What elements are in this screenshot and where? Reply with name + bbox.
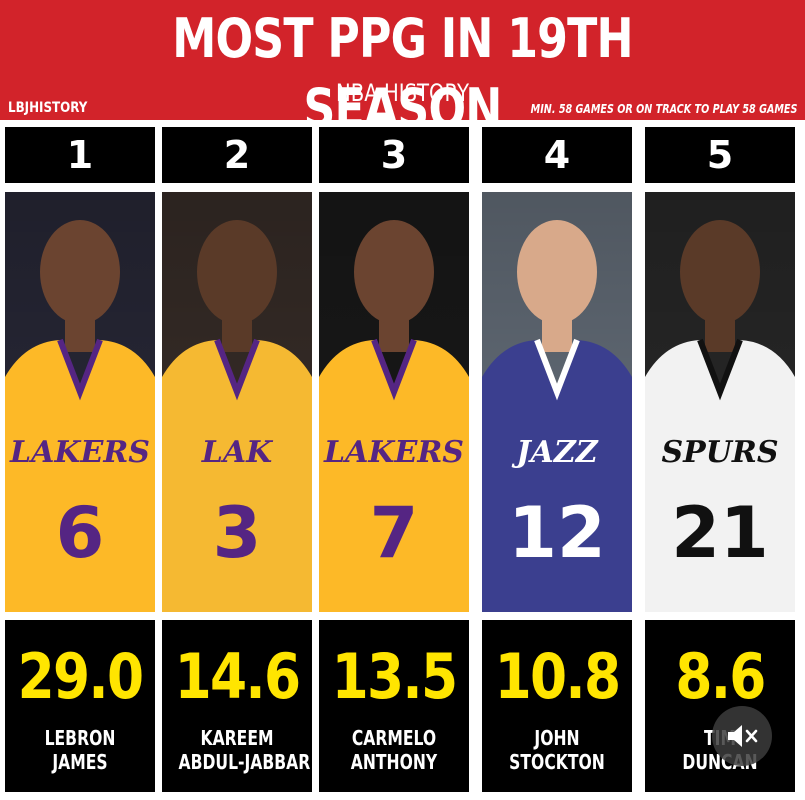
- player-photo: SPURS 21: [645, 192, 795, 612]
- stat-box: 10.8 JOHN STOCKTON: [482, 620, 632, 792]
- header-banner: MOST PPG IN 19TH SEASON NBA HISTORY LBJH…: [0, 0, 805, 140]
- mute-icon: [728, 725, 758, 747]
- player-name: CARMELO ANTHONY: [336, 726, 453, 774]
- svg-text:LAKERS: LAKERS: [9, 435, 150, 470]
- svg-text:SPURS: SPURS: [662, 435, 779, 470]
- mute-button[interactable]: [712, 706, 772, 766]
- rank-badge: 2: [162, 127, 312, 183]
- player-photo: LAKERS 7: [319, 192, 469, 612]
- brand-label: LBJHISTORY: [8, 100, 88, 116]
- svg-text:21: 21: [671, 492, 768, 574]
- player-column: 2 LAK 3 14.6 KAREEM ABDUL-JABBAR: [162, 0, 312, 800]
- rank-badge: 3: [319, 127, 469, 183]
- player-photo: LAK 3: [162, 192, 312, 612]
- player-last-name: ABDUL-JABBAR: [178, 750, 311, 774]
- svg-text:LAKERS: LAKERS: [323, 435, 464, 470]
- svg-text:6: 6: [56, 492, 105, 574]
- stat-box: 14.6 KAREEM ABDUL-JABBAR: [162, 620, 312, 792]
- stat-box: 29.0 LEBRON JAMES: [5, 620, 155, 792]
- player-name: LEBRON JAMES: [22, 726, 139, 774]
- ppg-value: 10.8: [494, 640, 621, 713]
- player-name: JOHN STOCKTON: [499, 726, 616, 774]
- stat-box: 8.6 TIM DUNCAN: [645, 620, 795, 792]
- player-column: 4 JAZZ 12 10.8 JOHN STOCKTON: [482, 0, 632, 800]
- ppg-value: 8.6: [675, 640, 766, 713]
- player-last-name: STOCKTON: [509, 750, 605, 774]
- player-column: 3 LAKERS 7 13.5 CARMELO ANTHONY: [319, 0, 469, 800]
- player-column: 1 LAKERS 6 29.0 LEBRON JAMES: [5, 0, 155, 800]
- ppg-value: 13.5: [331, 640, 458, 713]
- player-column: 5 SPURS 21 8.6 TIM DUNCAN: [645, 0, 795, 800]
- player-first-name: JOHN: [534, 726, 580, 750]
- svg-text:12: 12: [508, 492, 605, 574]
- player-name: KAREEM ABDUL-JABBAR: [178, 726, 311, 774]
- rank-badge: 1: [5, 127, 155, 183]
- page-subtitle: NBA HISTORY: [336, 79, 469, 107]
- player-photo: LAKERS 6: [5, 192, 155, 612]
- svg-text:LAK: LAK: [201, 435, 274, 470]
- player-last-name: ANTHONY: [350, 750, 438, 774]
- rank-badge: 4: [482, 127, 632, 183]
- stat-box: 13.5 CARMELO ANTHONY: [319, 620, 469, 792]
- rank-badge: 5: [645, 127, 795, 183]
- svg-text:7: 7: [370, 492, 419, 574]
- player-first-name: KAREEM: [200, 726, 274, 750]
- svg-text:JAZZ: JAZZ: [511, 435, 598, 470]
- ppg-value: 14.6: [174, 640, 301, 713]
- svg-text:3: 3: [213, 492, 262, 574]
- player-first-name: CARMELO: [351, 726, 437, 750]
- player-first-name: LEBRON: [44, 726, 116, 750]
- ppg-value: 29.0: [17, 640, 144, 713]
- qualification-note: MIN. 58 GAMES OR ON TRACK TO PLAY 58 GAM…: [530, 102, 797, 116]
- player-last-name: JAMES: [52, 750, 108, 774]
- player-photo: JAZZ 12: [482, 192, 632, 612]
- page-title: MOST PPG IN 19TH SEASON: [172, 7, 633, 140]
